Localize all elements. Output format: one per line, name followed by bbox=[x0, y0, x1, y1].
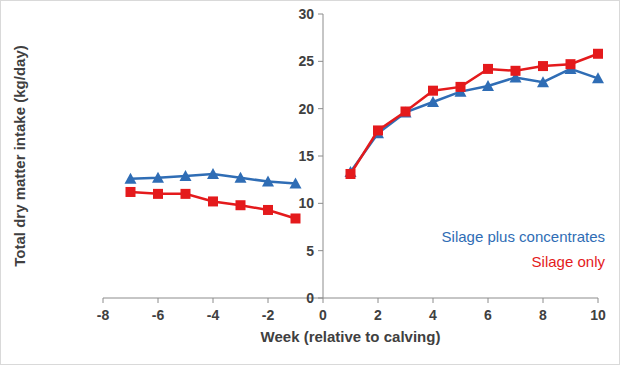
x-tick bbox=[213, 298, 214, 303]
data-point bbox=[207, 168, 219, 179]
x-tick bbox=[488, 298, 489, 303]
x-tick-label: 4 bbox=[429, 307, 437, 323]
x-tick-label: 10 bbox=[590, 307, 606, 323]
x-tick-label: -8 bbox=[97, 307, 110, 323]
data-point bbox=[538, 61, 548, 71]
data-point bbox=[208, 196, 218, 206]
data-point bbox=[482, 80, 494, 91]
x-tick bbox=[268, 298, 269, 303]
y-tick bbox=[318, 61, 323, 62]
data-point bbox=[262, 176, 274, 187]
data-point bbox=[291, 213, 301, 223]
y-tick bbox=[318, 298, 323, 299]
y-tick-label: 25 bbox=[298, 53, 314, 69]
x-tick-label: -2 bbox=[262, 307, 275, 323]
legend-label: Silage only bbox=[532, 253, 606, 270]
x-axis-line bbox=[103, 298, 598, 299]
data-point bbox=[592, 72, 604, 83]
x-tick bbox=[158, 298, 159, 303]
x-tick bbox=[433, 298, 434, 303]
data-point bbox=[593, 49, 603, 59]
data-point bbox=[401, 107, 411, 117]
data-point bbox=[373, 125, 383, 135]
chart-border bbox=[1, 1, 620, 365]
x-tick-label: -6 bbox=[152, 307, 165, 323]
data-point bbox=[236, 200, 246, 210]
data-point bbox=[456, 82, 466, 92]
chart: -8 -6 -4 -2 0 2 4 6 8 10 0 5 10 15 20 25 30 Week (relativ… bbox=[0, 0, 620, 365]
data-point bbox=[566, 59, 576, 69]
x-tick-label: 0 bbox=[319, 307, 327, 323]
data-point bbox=[428, 86, 438, 96]
data-point bbox=[263, 205, 273, 215]
x-tick bbox=[323, 298, 324, 303]
x-tick bbox=[543, 298, 544, 303]
data-point bbox=[152, 172, 164, 183]
data-point bbox=[290, 177, 302, 188]
y-tick-label: 20 bbox=[298, 101, 314, 117]
data-point bbox=[537, 76, 549, 87]
data-point bbox=[235, 172, 247, 183]
y-tick-label: 0 bbox=[306, 290, 314, 306]
legend-label: Silage plus concentrates bbox=[442, 228, 605, 245]
series-line bbox=[131, 54, 599, 219]
y-tick-label: 10 bbox=[298, 195, 314, 211]
y-tick bbox=[318, 108, 323, 109]
x-tick-label: 8 bbox=[539, 307, 547, 323]
data-point bbox=[400, 106, 412, 117]
x-tick bbox=[103, 298, 104, 303]
y-tick bbox=[318, 250, 323, 251]
y-tick bbox=[318, 14, 323, 15]
data-point bbox=[153, 189, 163, 199]
y-tick-label: 5 bbox=[306, 243, 314, 259]
legend: Silage plus concentrates Silage only bbox=[442, 228, 606, 270]
y-tick bbox=[318, 156, 323, 157]
x-tick bbox=[598, 298, 599, 303]
data-point bbox=[483, 64, 493, 74]
plot-area bbox=[125, 49, 605, 224]
x-tick-label: 2 bbox=[374, 307, 382, 323]
y-tick-label: 30 bbox=[298, 6, 314, 22]
y-axis-title: Total dry matter intake (kg/day) bbox=[11, 45, 28, 266]
x-tick-label: 6 bbox=[484, 307, 492, 323]
data-point bbox=[125, 173, 137, 184]
data-point bbox=[181, 189, 191, 199]
data-point bbox=[511, 66, 521, 76]
y-tick bbox=[318, 203, 323, 204]
x-axis-title: Week (relative to calving) bbox=[261, 328, 441, 345]
x-tick bbox=[378, 298, 379, 303]
data-point bbox=[427, 96, 439, 107]
x-tick-label: -4 bbox=[207, 307, 220, 323]
y-tick-label: 15 bbox=[298, 148, 314, 164]
data-point bbox=[126, 187, 136, 197]
series-line bbox=[131, 69, 599, 184]
data-point bbox=[346, 169, 356, 179]
data-point bbox=[180, 170, 192, 181]
